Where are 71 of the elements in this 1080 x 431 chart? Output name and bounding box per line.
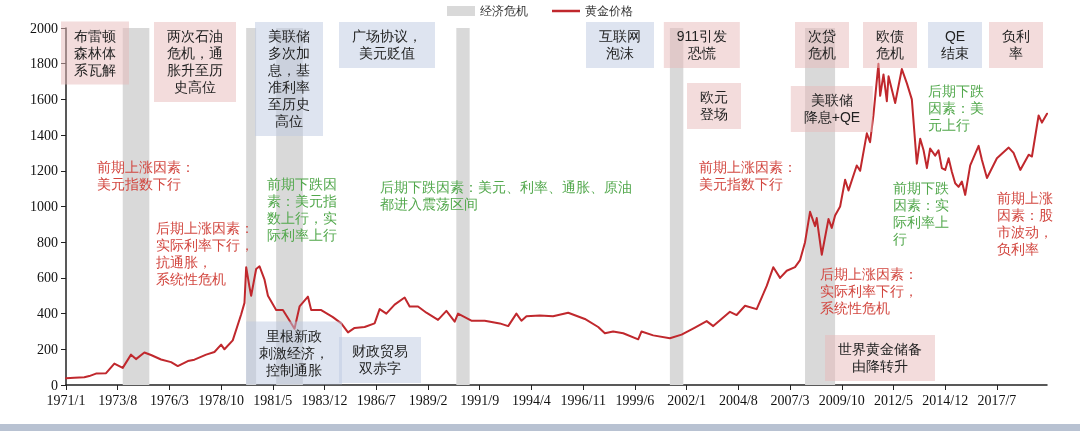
annotation: 负利率 <box>1002 28 1030 62</box>
text-box: 欧元登场 <box>687 83 741 129</box>
annotation: 两次石油危机，通胀升至历史高位 <box>167 28 223 96</box>
x-tick-label: 1971/1 <box>46 392 86 408</box>
annotation: 前期下跌因素：美元指数上行，实际利率上行 <box>267 176 337 244</box>
x-tick-label: 1996/11 <box>560 392 606 408</box>
y-tick-label: 1600 <box>30 91 58 107</box>
text-box: 世界黄金储备由降转升 <box>825 335 935 381</box>
y-tick-label: 200 <box>37 341 58 357</box>
y-tick-label: 2000 <box>30 20 58 36</box>
x-tick-label: 1981/5 <box>253 392 293 408</box>
annotation: 欧元登场 <box>700 89 728 123</box>
legend-label: 经济危机 <box>480 4 528 18</box>
text-box: 欧债危机 <box>863 22 917 68</box>
x-tick-label: 1989/2 <box>408 392 448 408</box>
x-tick-label: 1994/4 <box>511 392 551 408</box>
annotation: 后期下跌因素：美元、利率、通胀、原油都进入震荡区间 <box>380 179 632 213</box>
annotation: 世界黄金储备由降转升 <box>838 341 922 375</box>
annotation: QE结束 <box>941 28 969 62</box>
legend-label: 黄金价格 <box>585 4 633 18</box>
text-box: QE结束 <box>928 22 982 68</box>
text-box: 负利率 <box>989 22 1043 68</box>
y-tick-label: 800 <box>37 234 58 250</box>
text-box: 布雷顿森林体系瓦解 <box>61 21 129 85</box>
annotation: 美联储多次加息，基准利率至历史高位 <box>268 28 310 130</box>
x-tick-label: 2002/1 <box>667 392 707 408</box>
annotation: 美联储降息+QE <box>803 92 861 126</box>
annotation: 互联网泡沫 <box>599 28 641 62</box>
x-tick-label: 2009/10 <box>818 392 865 408</box>
x-tick-label: 2017/7 <box>977 392 1017 408</box>
y-tick-label: 0 <box>51 377 58 393</box>
x-tick-label: 2004/8 <box>718 392 758 408</box>
annotation: 欧债危机 <box>876 28 904 62</box>
text-box: 911引发恐慌 <box>663 22 741 68</box>
y-tick-label: 1800 <box>30 56 58 72</box>
y-tick-label: 1400 <box>30 127 58 143</box>
annotation: 广场协议，美元贬值 <box>352 28 422 62</box>
annotation: 前期下跌因素：实际利率上行 <box>893 180 949 248</box>
x-tick-label: 1973/8 <box>98 392 138 408</box>
y-tick-label: 600 <box>37 270 58 286</box>
x-tick-label: 1986/7 <box>356 392 396 408</box>
x-tick-label: 1999/6 <box>615 392 655 408</box>
text-box: 财政贸易双赤字 <box>339 337 421 383</box>
annotation: 前期上涨因素：美元指数下行 <box>699 159 797 193</box>
x-tick-label: 1976/3 <box>149 392 189 408</box>
annotation: 里根新政刺激经济，控制通胀 <box>259 327 329 379</box>
annotation: 后期下跌因素：美元上行 <box>928 82 984 134</box>
y-tick-label: 1200 <box>30 163 58 179</box>
annotation: 后期上涨因素：实际利率下行，系统性危机 <box>820 265 918 317</box>
annotation: 次贷危机 <box>808 28 836 62</box>
text-box: 美联储多次加息，基准利率至历史高位 <box>255 22 323 136</box>
annotation: 前期上涨因素：股市波动，负利率 <box>997 190 1053 258</box>
x-tick-label: 2007/3 <box>770 392 810 408</box>
annotation: 911引发恐慌 <box>676 28 728 62</box>
y-tick-label: 400 <box>37 306 58 322</box>
annotation: 布雷顿森林体系瓦解 <box>74 27 116 79</box>
annotation: 前期上涨因素：美元指数下行 <box>97 159 195 193</box>
text-box: 两次石油危机，通胀升至历史高位 <box>154 22 236 102</box>
x-tick-label: 1983/12 <box>301 392 348 408</box>
annotation: 后期上涨因素：实际利率下行，抗通胀，系统性危机 <box>156 220 254 288</box>
x-tick-label: 2012/5 <box>874 392 913 408</box>
text-box: 广场协议，美元贬值 <box>339 22 435 68</box>
text-box: 互联网泡沫 <box>586 22 654 68</box>
text-box: 里根新政刺激经济，控制通胀 <box>246 321 342 385</box>
x-tick-label: 1978/10 <box>198 392 245 408</box>
text-box: 美联储降息+QE <box>790 86 874 132</box>
y-tick-label: 1000 <box>30 199 58 214</box>
text-box: 次贷危机 <box>795 22 849 68</box>
annotation: 财政贸易双赤字 <box>352 343 408 377</box>
x-tick-label: 1991/9 <box>460 392 500 408</box>
x-tick-label: 2014/12 <box>922 392 969 408</box>
